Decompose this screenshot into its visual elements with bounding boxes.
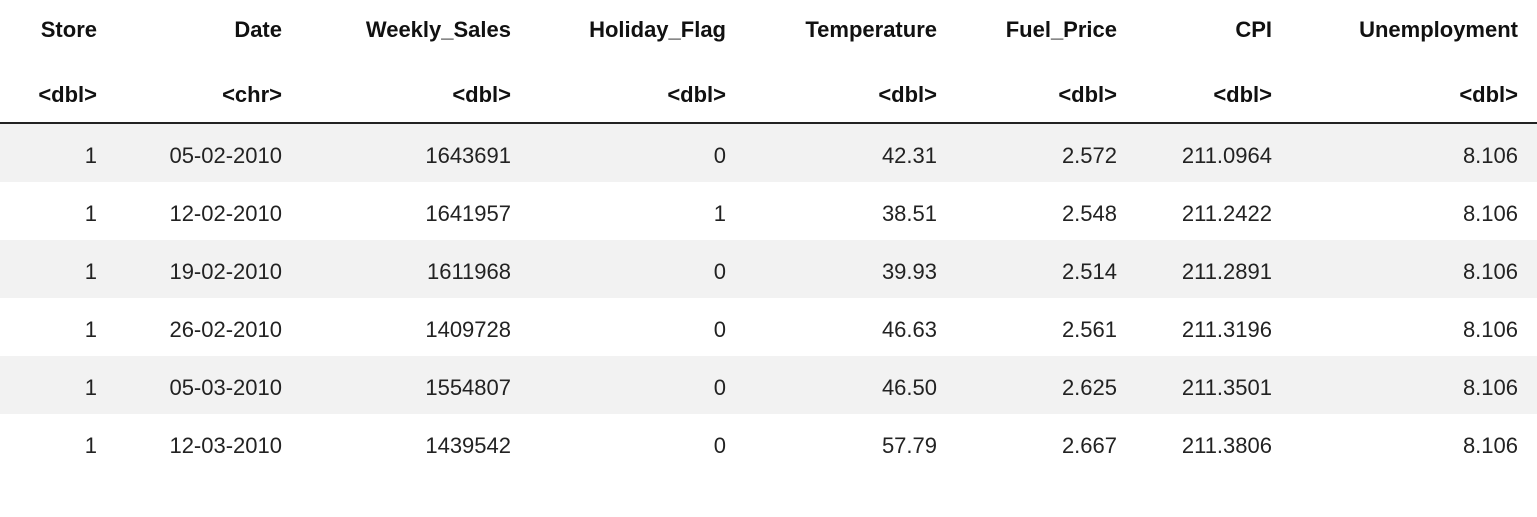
table-cell: 12-03-2010 xyxy=(169,433,282,458)
column-header: Fuel_Price xyxy=(1005,17,1117,42)
column-header: CPI xyxy=(1235,17,1272,42)
table-cell: 1 xyxy=(84,433,97,458)
table-cell: 39.93 xyxy=(881,259,937,284)
table-cell: 19-02-2010 xyxy=(169,259,282,284)
table-cell: 1643691 xyxy=(425,143,511,168)
row-background xyxy=(0,182,1537,240)
row-background xyxy=(0,356,1537,414)
row-background xyxy=(0,124,1537,182)
table-cell: 0 xyxy=(713,259,726,284)
column-type: <dbl> xyxy=(1213,82,1272,107)
table-cell: 05-03-2010 xyxy=(169,375,282,400)
table-cell: 46.63 xyxy=(881,317,937,342)
row-background xyxy=(0,298,1537,356)
table-cell: 1 xyxy=(84,317,97,342)
table-cell: 211.0964 xyxy=(1181,143,1272,168)
table-cell: 211.3196 xyxy=(1181,317,1272,342)
table-cell: 12-02-2010 xyxy=(169,201,282,226)
column-type: <dbl> xyxy=(667,82,726,107)
table-cell: 2.667 xyxy=(1061,433,1117,458)
column-type: <dbl> xyxy=(38,82,97,107)
table-cell: 1 xyxy=(84,143,97,168)
table-cell: 57.79 xyxy=(881,433,937,458)
table-cell: 1 xyxy=(84,375,97,400)
column-header: Weekly_Sales xyxy=(365,17,511,42)
table-cell: 2.572 xyxy=(1061,143,1117,168)
table-cell: 2.625 xyxy=(1061,375,1117,400)
table-cell: 0 xyxy=(713,433,726,458)
table-cell: 1439542 xyxy=(425,433,511,458)
table-cell: 1554807 xyxy=(425,375,511,400)
table-cell: 211.2422 xyxy=(1181,201,1272,226)
table-cell: 8.106 xyxy=(1462,201,1518,226)
column-type: <dbl> xyxy=(878,82,937,107)
table-cell: 05-02-2010 xyxy=(169,143,282,168)
table-cell: 8.106 xyxy=(1462,143,1518,168)
column-header: Unemployment xyxy=(1359,17,1518,42)
table-cell: 8.106 xyxy=(1462,433,1518,458)
column-type: <dbl> xyxy=(1058,82,1117,107)
table-cell: 1 xyxy=(84,201,97,226)
table-cell: 1641957 xyxy=(425,201,511,226)
table-cell: 2.514 xyxy=(1061,259,1117,284)
table-cell: 1 xyxy=(84,259,97,284)
table-cell: 8.106 xyxy=(1462,375,1518,400)
table-cell: 1409728 xyxy=(425,317,511,342)
table-cell: 1611968 xyxy=(426,259,511,284)
column-type: <dbl> xyxy=(1459,82,1518,107)
table-cell: 26-02-2010 xyxy=(169,317,282,342)
table-cell: 211.3806 xyxy=(1181,433,1272,458)
table-cell: 42.31 xyxy=(881,143,937,168)
table-cell: 8.106 xyxy=(1462,317,1518,342)
table-cell: 0 xyxy=(713,143,726,168)
column-header: Holiday_Flag xyxy=(589,17,726,42)
header-rule xyxy=(0,122,1537,124)
table-cell: 0 xyxy=(713,375,726,400)
table-cell: 46.50 xyxy=(881,375,937,400)
column-header: Temperature xyxy=(805,17,937,42)
table-cell: 211.2891 xyxy=(1181,259,1272,284)
table-cell: 2.548 xyxy=(1061,201,1117,226)
column-header: Store xyxy=(40,17,97,42)
column-type: <chr> xyxy=(222,82,282,107)
table-cell: 1 xyxy=(713,201,726,226)
table-cell: 0 xyxy=(713,317,726,342)
column-type: <dbl> xyxy=(452,82,511,107)
table-cell: 38.51 xyxy=(881,201,937,226)
table-cell: 8.106 xyxy=(1462,259,1518,284)
table-cell: 2.561 xyxy=(1061,317,1117,342)
table-cell: 211.3501 xyxy=(1181,375,1272,400)
row-background xyxy=(0,240,1537,298)
row-background xyxy=(0,414,1537,472)
column-header: Date xyxy=(234,17,282,42)
